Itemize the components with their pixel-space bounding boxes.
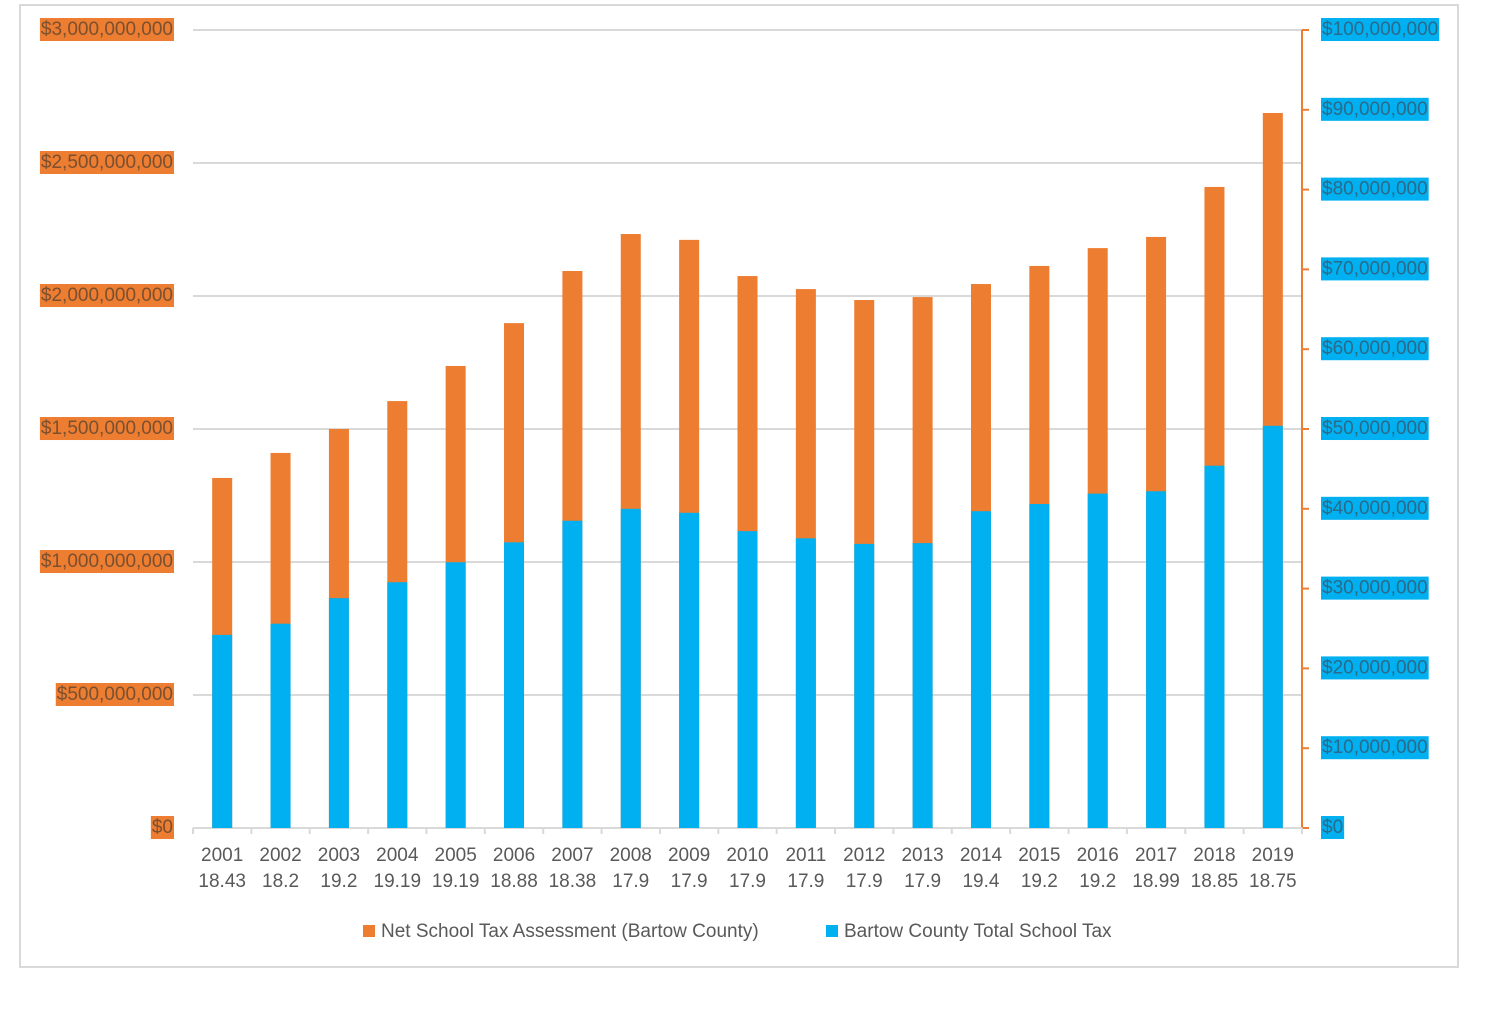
y2-tick-label: $60,000,000 <box>1322 338 1428 359</box>
x-tick-label: 2015 <box>1018 845 1060 866</box>
x-tick-label: 2003 <box>318 845 360 866</box>
bar <box>1087 493 1108 828</box>
x-tick-label: 2008 <box>610 845 652 866</box>
x-tick-label: 2018 <box>1193 845 1235 866</box>
y2-tick-label-bg <box>1321 177 1429 201</box>
y-tick-label-bg <box>39 417 174 441</box>
bar <box>854 543 875 828</box>
y-tick-label: $2,500,000,000 <box>41 152 173 173</box>
y2-tick-label: $100,000,000 <box>1322 19 1438 40</box>
y2-tick-label-bg <box>1321 496 1429 520</box>
y2-tick-label-bg <box>1321 736 1429 760</box>
bar <box>504 542 525 828</box>
y2-tick-label-bg <box>1321 417 1429 441</box>
x-tick-label: 19.4 <box>962 871 999 892</box>
bar <box>1262 425 1283 828</box>
legend-swatch <box>826 925 838 937</box>
x-tick-label: 18.85 <box>1191 871 1239 892</box>
x-tick-label: 19.19 <box>432 871 480 892</box>
bar <box>1204 465 1225 828</box>
bar <box>212 634 233 828</box>
x-tick-label: 18.88 <box>490 871 538 892</box>
y-tick-label: $1,500,000,000 <box>41 418 173 439</box>
bar <box>562 520 583 828</box>
y2-tick-label-bg <box>1321 576 1429 600</box>
x-tick-label: 2005 <box>435 845 477 866</box>
x-tick-label: 17.9 <box>612 871 649 892</box>
y2-tick-label-bg <box>1321 18 1440 42</box>
bar <box>970 511 991 828</box>
y-tick-label-bg <box>39 284 174 308</box>
x-tick-label: 18.99 <box>1132 871 1180 892</box>
x-tick-label: 17.9 <box>671 871 708 892</box>
y2-tick-label: $90,000,000 <box>1322 99 1428 120</box>
y-tick-label: $2,000,000,000 <box>41 285 173 306</box>
x-tick-label: 19.2 <box>1079 871 1116 892</box>
y2-tick-label: $70,000,000 <box>1322 258 1428 279</box>
y-tick-label-bg <box>55 683 174 707</box>
x-tick-label: 18.43 <box>198 871 246 892</box>
y-tick-label-bg <box>39 550 174 574</box>
bar <box>445 562 466 828</box>
bar <box>795 538 816 828</box>
y-tick-label: $3,000,000,000 <box>41 19 173 40</box>
x-tick-label: 17.9 <box>787 871 824 892</box>
bar <box>1029 504 1050 828</box>
x-tick-label: 19.2 <box>1021 871 1058 892</box>
x-tick-label: 2013 <box>901 845 943 866</box>
y2-tick-label-bg <box>1321 337 1429 361</box>
bar <box>912 543 933 828</box>
y2-tick-label-bg <box>1321 816 1345 840</box>
y-tick-label: $0 <box>152 817 173 838</box>
y2-tick-label: $10,000,000 <box>1322 737 1428 758</box>
x-tick-label: 17.9 <box>729 871 766 892</box>
y-tick-label-bg <box>39 151 174 175</box>
y2-tick-label: $50,000,000 <box>1322 418 1428 439</box>
x-tick-label: 18.2 <box>262 871 299 892</box>
x-tick-label: 18.38 <box>549 871 597 892</box>
y-tick-label-bg <box>39 18 174 42</box>
y2-tick-label-bg <box>1321 257 1429 281</box>
x-tick-label: 17.9 <box>846 871 883 892</box>
y2-tick-label-bg <box>1321 97 1429 121</box>
x-tick-label: 2011 <box>785 845 826 866</box>
y2-tick-label-bg <box>1321 656 1429 680</box>
x-tick-label: 2017 <box>1135 845 1177 866</box>
x-tick-label: 2009 <box>668 845 710 866</box>
x-tick-label: 2016 <box>1077 845 1119 866</box>
bar <box>387 582 408 828</box>
y-tick-label: $500,000,000 <box>57 684 173 705</box>
x-tick-label: 2002 <box>259 845 301 866</box>
y2-tick-label: $30,000,000 <box>1322 578 1428 599</box>
bar <box>620 508 641 828</box>
bar <box>1146 491 1167 828</box>
x-tick-label: 19.19 <box>374 871 422 892</box>
x-tick-label: 18.75 <box>1249 871 1297 892</box>
y2-tick-label: $40,000,000 <box>1322 498 1428 519</box>
bar <box>328 598 349 828</box>
x-tick-label: 2012 <box>843 845 885 866</box>
x-tick-label: 2019 <box>1252 845 1294 866</box>
x-tick-label: 2004 <box>376 845 419 866</box>
bar <box>737 531 758 828</box>
legend-label: Net School Tax Assessment (Bartow County… <box>381 921 759 942</box>
x-tick-label: 2014 <box>960 845 1003 866</box>
y-tick-label-bg <box>150 816 174 840</box>
x-tick-label: 2007 <box>551 845 593 866</box>
bar <box>679 512 700 828</box>
legend-label: Bartow County Total School Tax <box>844 921 1112 942</box>
y2-tick-label: $80,000,000 <box>1322 179 1428 200</box>
x-tick-label: 17.9 <box>904 871 941 892</box>
x-tick-label: 2006 <box>493 845 535 866</box>
x-tick-label: 2001 <box>201 845 243 866</box>
legend-swatch <box>363 925 375 937</box>
bar <box>270 623 291 828</box>
y-tick-label: $1,000,000,000 <box>41 551 173 572</box>
y2-tick-label: $0 <box>1322 817 1343 838</box>
x-tick-label: 2010 <box>726 845 768 866</box>
x-tick-label: 19.2 <box>320 871 357 892</box>
y2-tick-label: $20,000,000 <box>1322 657 1428 678</box>
